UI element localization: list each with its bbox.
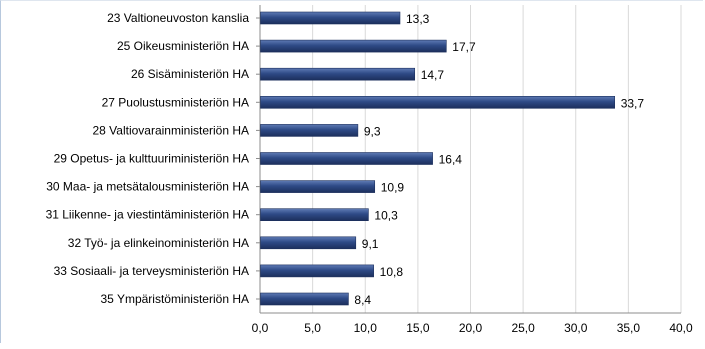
- x-tick-label: 15,0: [406, 321, 430, 335]
- bar: [260, 264, 374, 278]
- category-label: 26 Sisäministeriön HA: [131, 67, 249, 81]
- value-label: 8,4: [354, 293, 371, 307]
- value-label: 33,7: [621, 96, 645, 110]
- bar: [260, 236, 357, 250]
- labels: 0,0 5,0 10,0 15,0 20,0 25,0 30,0 35,0 40,0 23 Val…: [46, 11, 693, 335]
- bar: [260, 11, 401, 25]
- x-tick-label: 35,0: [617, 321, 641, 335]
- value-label: 13,3: [406, 12, 430, 26]
- x-tick-label: 10,0: [354, 321, 378, 335]
- category-label: 25 Oikeusministeriön HA: [117, 39, 249, 53]
- value-label: 10,9: [381, 181, 405, 195]
- category-label: 27 Puolustusministeriön HA: [102, 95, 249, 109]
- x-tick-label: 20,0: [459, 321, 483, 335]
- value-label: 14,7: [421, 68, 445, 82]
- bar: [260, 124, 359, 137]
- category-label: 35 Ympäristöministeriön HA: [100, 292, 249, 306]
- bar: [260, 180, 376, 193]
- bar: [260, 292, 349, 306]
- bar: [260, 152, 433, 165]
- x-tick-label: 5,0: [304, 321, 321, 335]
- category-label: 33 Sosiaali- ja terveysministeriön HA: [54, 264, 249, 278]
- bar: [260, 96, 615, 109]
- x-tick-label: 25,0: [511, 321, 535, 335]
- category-label: 23 Valtioneuvoston kanslia: [107, 11, 249, 25]
- axes: [256, 5, 681, 314]
- value-label: 10,8: [380, 265, 404, 279]
- value-label: 9,1: [362, 237, 379, 251]
- bars: [260, 11, 615, 306]
- bar: [260, 208, 369, 221]
- category-label: 28 Valtiovarainministeriön HA: [92, 123, 249, 137]
- value-label: 16,4: [439, 153, 463, 167]
- value-label: 17,7: [452, 40, 476, 54]
- value-label: 9,3: [364, 124, 381, 138]
- value-label: 10,3: [374, 209, 398, 223]
- category-label: 30 Maa- ja metsätalousministeriön HA: [46, 180, 249, 194]
- x-tick-label: 30,0: [564, 321, 588, 335]
- bar: [260, 39, 447, 53]
- bar: [260, 67, 416, 81]
- x-tick-label: 0,0: [252, 321, 269, 335]
- category-label: 32 Työ- ja elinkeinoministeriön HA: [68, 236, 249, 250]
- category-label: 29 Opetus- ja kulttuuriministeriön HA: [54, 152, 249, 166]
- x-tick-label: 40,0: [669, 321, 693, 335]
- category-label: 31 Liikenne- ja viestintäministeriön HA: [46, 208, 249, 222]
